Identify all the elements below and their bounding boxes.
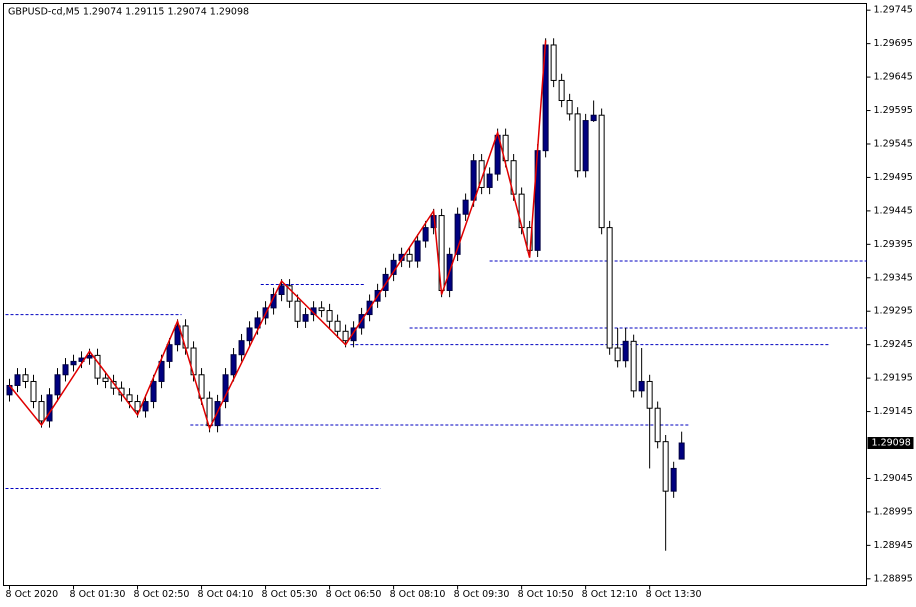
candle-body bbox=[174, 325, 181, 346]
candle-body bbox=[22, 374, 29, 382]
candle-body bbox=[662, 441, 669, 492]
candle-body bbox=[486, 173, 493, 188]
candle-body bbox=[30, 380, 37, 403]
x-tick-label: 8 Oct 12:10 bbox=[582, 589, 638, 600]
x-tick-label: 8 Oct 01:30 bbox=[70, 589, 126, 600]
candle-body bbox=[46, 394, 53, 422]
last-price-label: 1.29098 bbox=[872, 438, 911, 449]
candle-body bbox=[94, 354, 101, 379]
y-tick-label: 1.28895 bbox=[874, 573, 913, 584]
candle-body bbox=[246, 327, 253, 342]
candle-body bbox=[126, 394, 133, 403]
candle-body bbox=[142, 401, 149, 412]
candle-body bbox=[38, 401, 45, 422]
candle-body bbox=[86, 354, 93, 359]
zigzag-line bbox=[8, 40, 547, 431]
candle-body bbox=[574, 113, 581, 172]
candle-body bbox=[150, 380, 157, 403]
candle-body bbox=[590, 114, 597, 122]
y-tick-label: 1.29495 bbox=[874, 172, 913, 183]
candle-body bbox=[582, 120, 589, 172]
candle-body bbox=[206, 397, 213, 427]
plot-frame bbox=[3, 3, 867, 586]
candle-body bbox=[622, 340, 629, 362]
candle-body bbox=[334, 320, 341, 332]
y-tick-label: 1.29445 bbox=[874, 205, 913, 216]
y-tick-label: 1.29045 bbox=[874, 473, 913, 484]
candle-body bbox=[158, 360, 165, 382]
x-tick-label: 8 Oct 10:50 bbox=[518, 589, 574, 600]
candle-body bbox=[638, 380, 645, 392]
candle-body bbox=[326, 310, 333, 322]
candle-body bbox=[462, 199, 469, 215]
x-tick-label: 8 Oct 06:50 bbox=[326, 589, 382, 600]
y-tick-label: 1.29695 bbox=[874, 38, 913, 49]
candle-body bbox=[478, 160, 485, 188]
candle-body bbox=[318, 307, 325, 312]
x-tick-label: 8 Oct 02:50 bbox=[134, 589, 190, 600]
candle-body bbox=[254, 317, 261, 329]
candle-body bbox=[294, 300, 301, 322]
candle-body bbox=[614, 347, 621, 362]
candle-body bbox=[678, 442, 685, 460]
y-tick-label: 1.29145 bbox=[874, 406, 913, 417]
candle-body bbox=[238, 340, 245, 356]
y-tick-label: 1.29245 bbox=[874, 339, 913, 350]
y-tick-label: 1.29195 bbox=[874, 373, 913, 384]
candle-body bbox=[14, 374, 21, 386]
candle-body bbox=[302, 314, 309, 322]
candle-body bbox=[70, 360, 77, 366]
x-tick-label: 8 Oct 08:10 bbox=[390, 589, 446, 600]
candle-body bbox=[230, 354, 237, 376]
candle-body bbox=[654, 407, 661, 443]
candle-body bbox=[382, 273, 389, 291]
candle-body bbox=[606, 227, 613, 349]
candle-body bbox=[550, 44, 557, 81]
candle-body bbox=[414, 240, 421, 262]
candle-body bbox=[342, 330, 349, 342]
candle-body bbox=[134, 401, 141, 412]
y-tick-label: 1.29395 bbox=[874, 239, 913, 250]
candle-body bbox=[62, 364, 69, 376]
chart-title: GBPUSD-cd,M5 1.29074 1.29115 1.29074 1.2… bbox=[8, 7, 249, 18]
candle-body bbox=[198, 374, 205, 399]
candle-body bbox=[670, 467, 677, 492]
candle-body bbox=[166, 344, 173, 362]
candle-body bbox=[102, 377, 109, 382]
y-tick-label: 1.29345 bbox=[874, 272, 913, 283]
candle-body bbox=[454, 213, 461, 255]
candle-body bbox=[598, 114, 605, 229]
x-tick-label: 8 Oct 09:30 bbox=[454, 589, 510, 600]
candle-body bbox=[406, 253, 413, 262]
candle-body bbox=[422, 227, 429, 242]
candle-body bbox=[54, 374, 61, 396]
last-price-box bbox=[867, 437, 914, 450]
candle-body bbox=[222, 374, 229, 403]
y-tick-label: 1.28945 bbox=[874, 540, 913, 551]
candle-body bbox=[558, 79, 565, 102]
candle-body bbox=[566, 100, 573, 115]
candle-body bbox=[286, 285, 293, 302]
candle-body bbox=[350, 327, 357, 342]
x-tick-label: 8 Oct 05:30 bbox=[262, 589, 318, 600]
y-tick-label: 1.29545 bbox=[874, 138, 913, 149]
y-tick-label: 1.29745 bbox=[874, 5, 913, 16]
x-tick-label: 8 Oct 2020 bbox=[6, 589, 59, 600]
candle-body bbox=[278, 285, 285, 295]
y-tick-label: 1.29645 bbox=[874, 72, 913, 83]
candle-body bbox=[502, 134, 509, 162]
candle-body bbox=[110, 380, 117, 389]
x-tick-label: 8 Oct 04:10 bbox=[198, 589, 254, 600]
x-tick-label: 8 Oct 13:30 bbox=[646, 589, 702, 600]
y-tick-label: 1.29295 bbox=[874, 306, 913, 317]
candle-body bbox=[470, 160, 477, 201]
y-tick-label: 1.28995 bbox=[874, 506, 913, 517]
candle-body bbox=[630, 340, 637, 392]
y-tick-label: 1.29595 bbox=[874, 105, 913, 116]
candle-body bbox=[646, 380, 653, 409]
